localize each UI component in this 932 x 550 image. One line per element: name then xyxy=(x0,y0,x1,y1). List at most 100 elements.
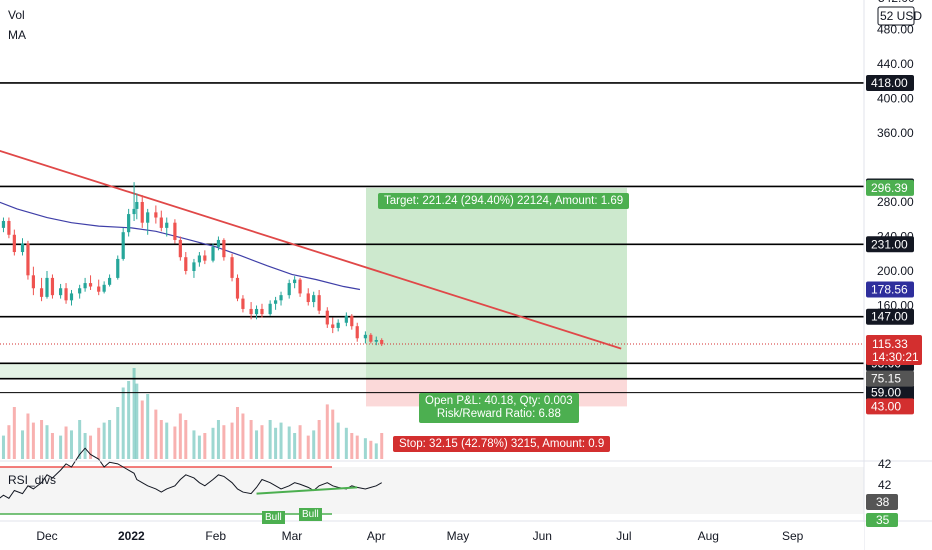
stop-price-label: 43.00 xyxy=(871,399,901,413)
volume-bar xyxy=(127,381,131,459)
candle xyxy=(64,283,68,304)
candle-body xyxy=(203,255,207,261)
volume-bar xyxy=(380,433,384,459)
volume-indicator-label[interactable]: Vol xyxy=(8,8,25,22)
candle-body xyxy=(184,257,188,271)
candle xyxy=(178,236,182,261)
time-axis-background xyxy=(0,522,864,550)
rsi-value-label: 38 xyxy=(876,495,890,509)
currency-label: 52 USD xyxy=(880,9,922,23)
volume-bar xyxy=(298,425,302,459)
candle xyxy=(325,307,329,328)
candle-body xyxy=(374,340,378,342)
candle xyxy=(140,195,144,228)
candle xyxy=(78,284,82,299)
bull-divergence-badge: Bull xyxy=(262,511,285,524)
volume-bar xyxy=(26,413,30,459)
candle xyxy=(50,274,55,299)
candle-body xyxy=(363,334,367,339)
candle xyxy=(184,252,188,275)
candle-body xyxy=(12,234,16,253)
candle-body xyxy=(173,222,177,240)
target-price-label: 296.39 xyxy=(871,181,908,195)
candle xyxy=(317,289,321,315)
volume-bar xyxy=(350,433,354,459)
volume-bar xyxy=(317,420,321,459)
volume-bar xyxy=(312,430,316,459)
volume-bar xyxy=(89,435,93,459)
candle-body xyxy=(287,283,291,296)
candle xyxy=(102,281,106,294)
candle-body xyxy=(140,202,144,223)
candle-body xyxy=(369,334,373,342)
candle xyxy=(127,208,131,237)
volume-bar xyxy=(31,422,35,459)
volume-bar xyxy=(344,427,348,459)
candle xyxy=(222,238,226,261)
candle-body xyxy=(83,283,87,289)
candle-body xyxy=(146,212,150,223)
volume-bar xyxy=(64,426,68,459)
candle-body xyxy=(279,295,283,301)
candle-body xyxy=(312,295,316,303)
time-tick-label: Apr xyxy=(367,529,386,543)
level-price-label: 59.00 xyxy=(871,386,901,400)
volume-bar xyxy=(336,422,340,459)
candle-body xyxy=(331,324,335,328)
volume-bar xyxy=(78,420,82,459)
volume-bar xyxy=(165,422,169,459)
price-tick-label-top: 542.00 xyxy=(878,0,915,5)
candle-body xyxy=(260,308,264,315)
level-price-label-box xyxy=(866,308,914,325)
candle-body xyxy=(336,322,340,328)
candle-body xyxy=(7,220,11,235)
volume-bar xyxy=(241,413,245,459)
volume-bar xyxy=(325,404,329,459)
candle xyxy=(39,277,44,302)
time-tick-label: Mar xyxy=(282,529,303,543)
rsi-divergence-line xyxy=(256,486,358,495)
candle xyxy=(97,279,101,296)
candle xyxy=(197,252,201,267)
volume-bar xyxy=(178,413,182,459)
volume-bar xyxy=(132,368,136,459)
level-price-label-box xyxy=(866,384,914,401)
candle-body xyxy=(127,214,131,233)
volume-bar xyxy=(355,435,359,459)
candle-body xyxy=(88,283,93,287)
candle xyxy=(1,217,6,233)
currency-box xyxy=(877,6,915,26)
volume-bar xyxy=(255,430,259,459)
candle-body xyxy=(20,243,25,253)
volume-bar xyxy=(235,407,239,459)
candle-body xyxy=(211,246,215,261)
volume-bar xyxy=(40,420,44,459)
last-price-box xyxy=(866,335,922,366)
rsi-background xyxy=(0,467,864,514)
entry-band xyxy=(0,363,366,379)
volume-bar xyxy=(374,443,378,459)
volume-bar xyxy=(59,435,63,459)
rsi-value-box xyxy=(866,494,898,510)
ma-price-label-box xyxy=(866,281,914,298)
level-price-label: 231.00 xyxy=(871,237,908,251)
volume-bar xyxy=(173,426,177,459)
rsi-indicator-label[interactable]: RSI_divs xyxy=(8,473,57,487)
price-tick-label: 200.00 xyxy=(877,264,914,278)
ma-indicator-label[interactable]: MA xyxy=(8,28,26,42)
candle-body xyxy=(69,293,74,301)
candle-body xyxy=(97,286,101,292)
time-tick-label: Aug xyxy=(698,529,719,543)
volume-bar xyxy=(274,427,278,459)
volume-bar xyxy=(12,407,16,459)
target-price-label-box xyxy=(866,179,914,196)
price-tick-label: 360.00 xyxy=(877,126,914,140)
volume-bar xyxy=(306,435,310,459)
volume-bar xyxy=(50,433,54,459)
target-label: Target: 221.24 (294.40%) 22124, Amount: … xyxy=(378,193,630,209)
candle-body xyxy=(344,315,348,323)
candle-body xyxy=(306,293,310,303)
candle xyxy=(132,182,136,221)
candle xyxy=(380,338,384,347)
